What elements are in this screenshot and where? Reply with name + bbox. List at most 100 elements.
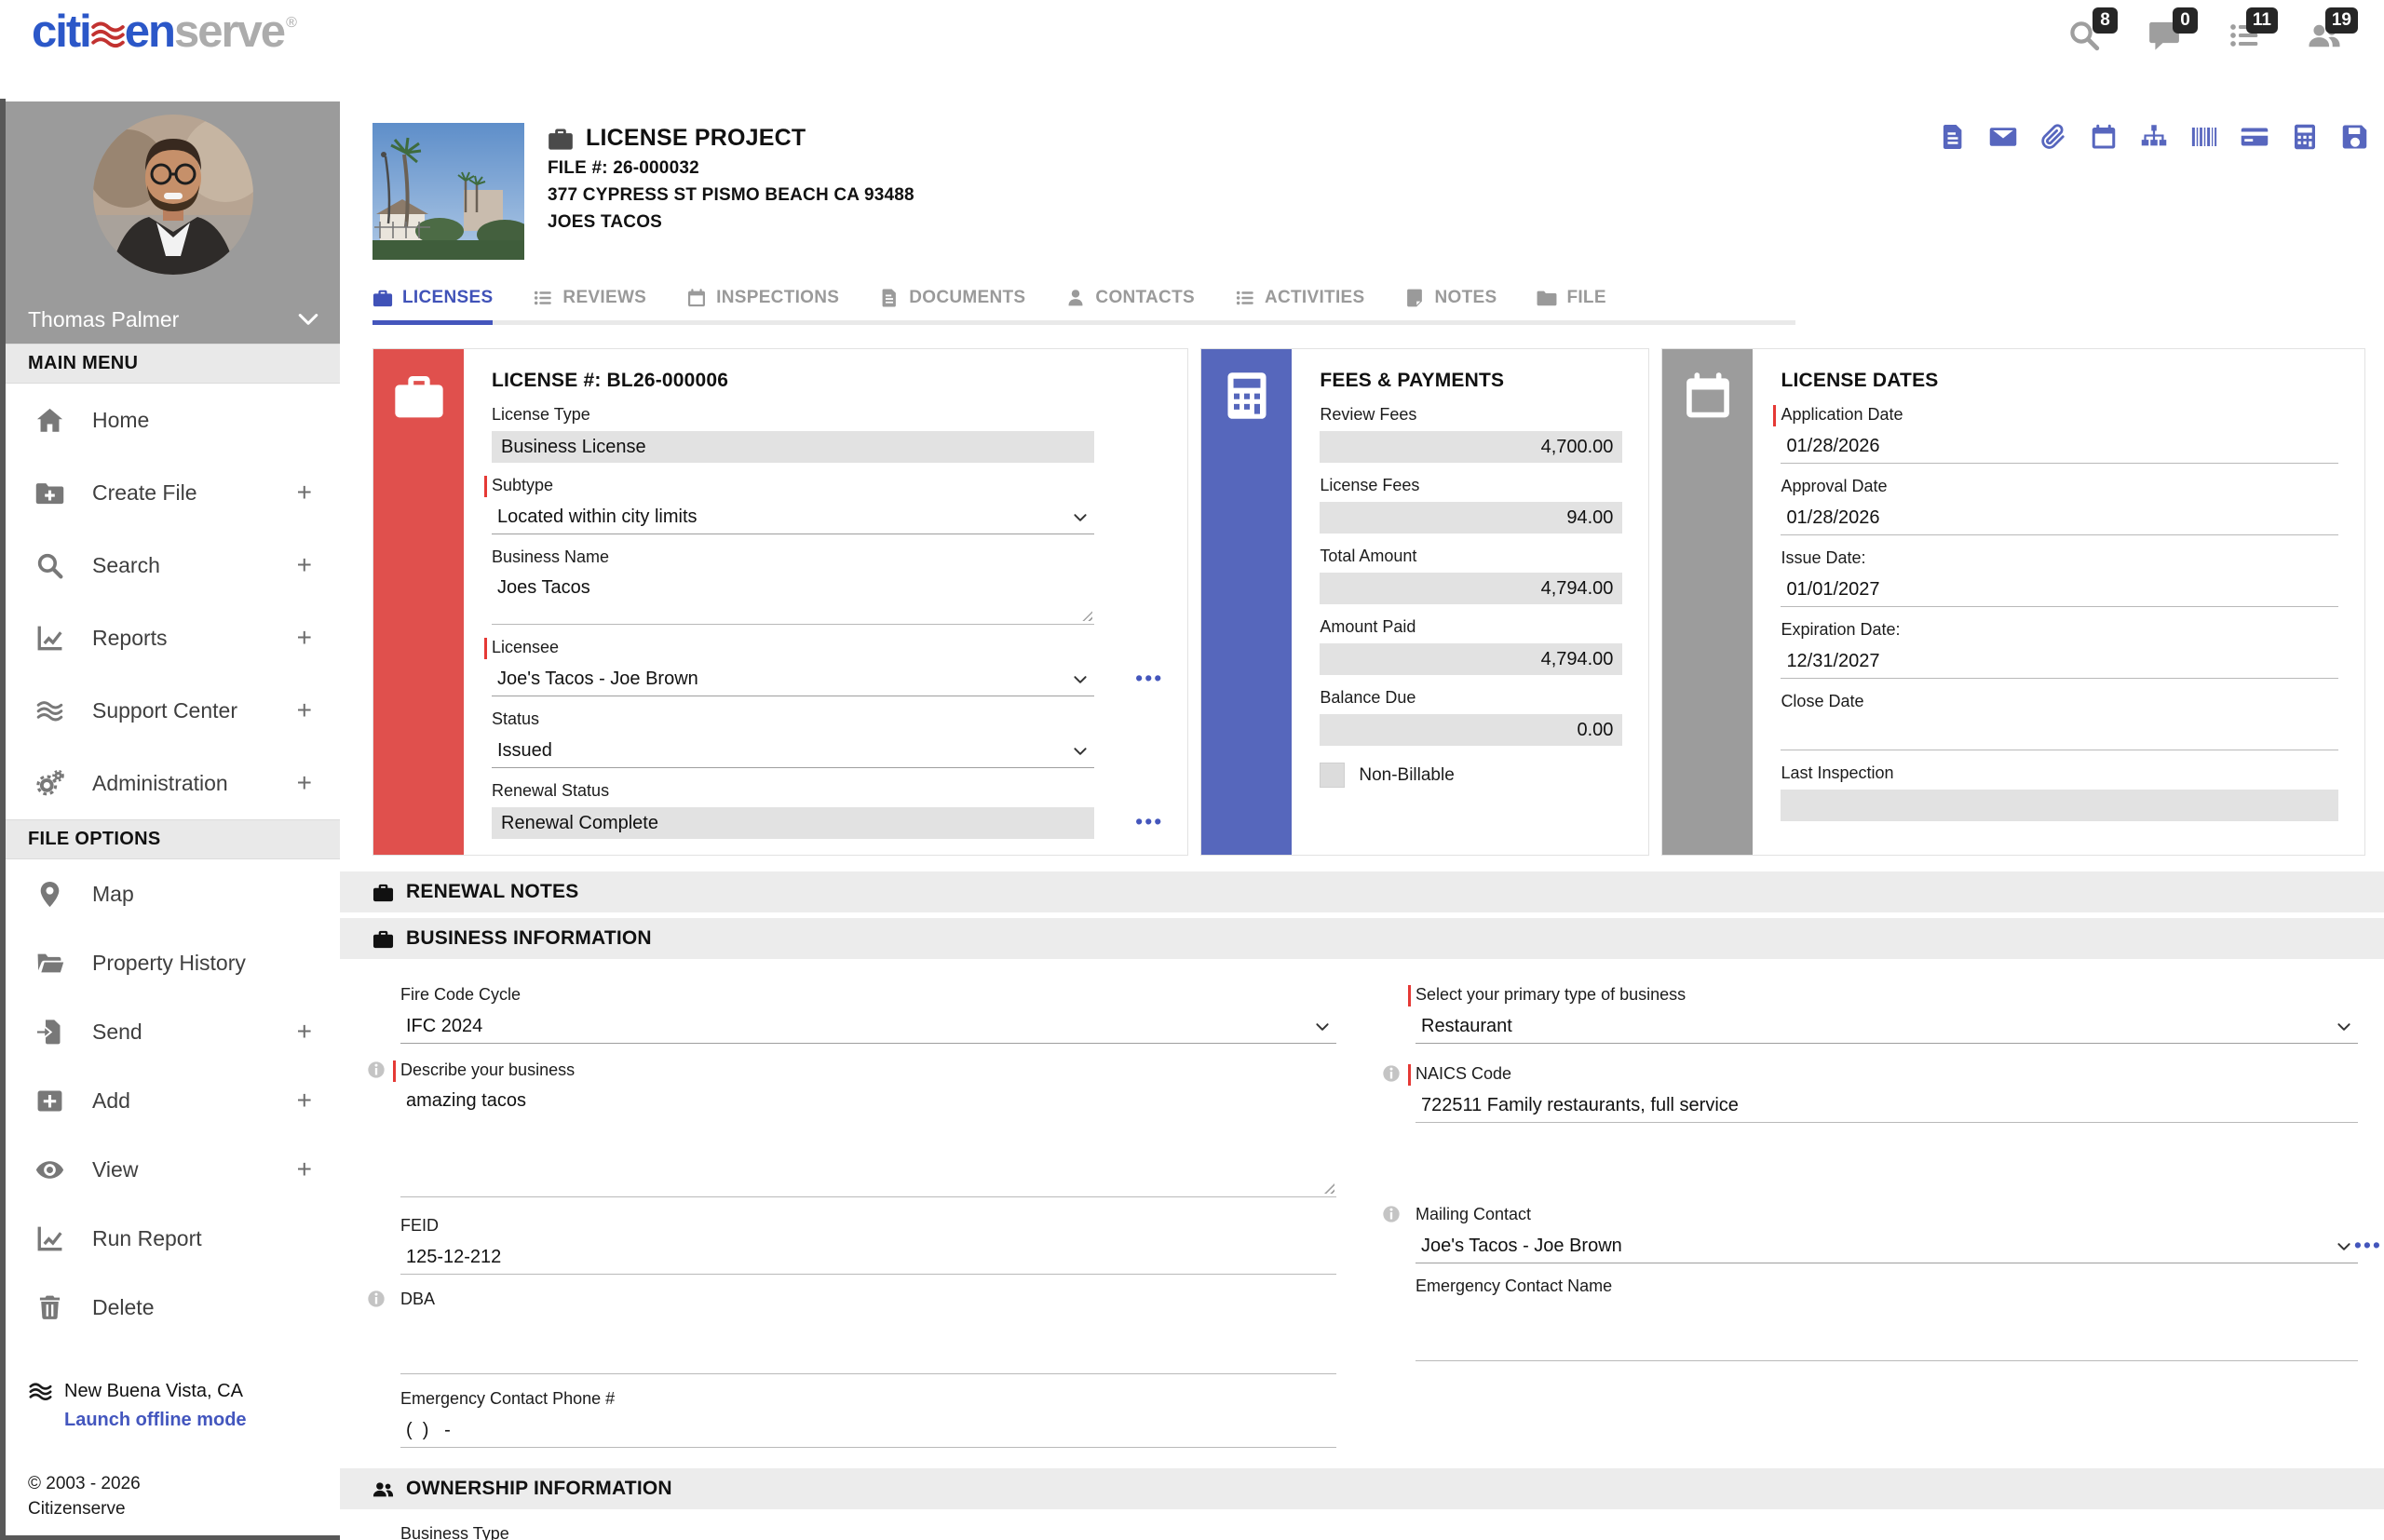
avatar[interactable]: [92, 115, 253, 275]
info-icon[interactable]: [1382, 1064, 1401, 1083]
tab-contacts[interactable]: CONTACTS: [1065, 288, 1195, 320]
fire-code-cycle-select[interactable]: IFC 2024: [400, 1010, 1336, 1044]
file-export-icon: [35, 1018, 64, 1047]
tab-inspections[interactable]: INSPECTIONS: [686, 288, 839, 320]
chevron-down-icon: [1314, 1019, 1331, 1035]
main-content: LICENSE PROJECT FILE #: 26-000032 377 CY…: [340, 99, 2384, 1540]
document-icon[interactable]: [1939, 123, 1967, 151]
credit-card-icon[interactable]: [2241, 123, 2269, 151]
expand-plus[interactable]: +: [296, 550, 312, 579]
tab-documents[interactable]: DOCUMENTS: [879, 288, 1025, 320]
business-name-textarea[interactable]: Joes Tacos: [492, 573, 1095, 625]
project-business-name: JOES TACOS: [548, 212, 663, 232]
tasks-badge: 11: [2245, 7, 2278, 34]
organization-name: New Buena Vista, CA: [64, 1381, 243, 1401]
info-icon[interactable]: [367, 1060, 386, 1079]
close-date-input[interactable]: [1781, 717, 2338, 750]
calculator-icon[interactable]: [2291, 123, 2319, 151]
expand-plus[interactable]: +: [296, 768, 312, 797]
info-icon[interactable]: [1382, 1205, 1401, 1223]
expand-plus[interactable]: +: [296, 1155, 312, 1183]
describe-business-textarea[interactable]: amazing tacos: [400, 1086, 1336, 1197]
property-photo-thumbnail[interactable]: [372, 123, 524, 260]
non-billable-checkbox[interactable]: [1320, 763, 1346, 788]
sidebar-item-home[interactable]: Home: [6, 384, 340, 456]
review-fees-label: Review Fees: [1320, 405, 1417, 424]
sidebar-item-search[interactable]: Search +: [6, 529, 340, 601]
tab-activities[interactable]: ACTIVITIES: [1235, 288, 1365, 320]
tab-file[interactable]: FILE: [1537, 288, 1606, 320]
envelope-icon[interactable]: [1989, 123, 2017, 151]
expand-plus[interactable]: +: [296, 1017, 312, 1046]
info-icon[interactable]: [367, 1290, 386, 1308]
save-icon[interactable]: [2341, 123, 2369, 151]
sidebar-item-support-center[interactable]: Support Center +: [6, 674, 340, 747]
licensee-select[interactable]: Joe's Tacos - Joe Brown: [492, 663, 1095, 696]
header-notification-icons: 8 0 11 19: [2067, 7, 2358, 54]
sidebar-item-map[interactable]: Map: [6, 859, 340, 928]
tasks-button[interactable]: 11: [2228, 7, 2278, 54]
renewal-status-more-button[interactable]: •••: [1135, 809, 1164, 833]
expand-plus[interactable]: +: [296, 696, 312, 724]
sidebar-item-label: Reports: [92, 625, 168, 650]
business-information-section[interactable]: BUSINESS INFORMATION: [340, 918, 2384, 959]
application-date-input[interactable]: 01/28/2026: [1781, 430, 2338, 464]
tab-notes[interactable]: NOTES: [1404, 288, 1497, 320]
renewal-notes-section[interactable]: RENEWAL NOTES: [340, 871, 2384, 912]
expand-plus[interactable]: +: [296, 623, 312, 652]
sidebar-item-add[interactable]: Add +: [6, 1066, 340, 1135]
ownership-information-section[interactable]: OWNERSHIP INFORMATION: [340, 1468, 2384, 1509]
approval-date-input[interactable]: 01/28/2026: [1781, 502, 2338, 535]
mailing-contact-more-button[interactable]: •••: [2353, 1233, 2382, 1257]
sidebar-item-run-report[interactable]: Run Report: [6, 1204, 340, 1273]
sidebar-item-property-history[interactable]: Property History: [6, 928, 340, 997]
sidebar-item-administration[interactable]: Administration +: [6, 747, 340, 819]
expand-plus[interactable]: +: [296, 1086, 312, 1114]
expand-plus[interactable]: +: [296, 478, 312, 507]
sidebar-item-create-file[interactable]: Create File +: [6, 456, 340, 529]
barcode-icon[interactable]: [2190, 123, 2218, 151]
tab-label: CONTACTS: [1095, 288, 1195, 307]
summary-cards: LICENSE #: BL26-000006 License Type Busi…: [372, 348, 2365, 856]
user-menu[interactable]: Thomas Palmer: [28, 306, 321, 332]
sidebar-item-reports[interactable]: Reports +: [6, 601, 340, 674]
sidebar-item-delete[interactable]: Delete: [6, 1273, 340, 1342]
dba-input[interactable]: [400, 1315, 1336, 1374]
project-address: 377 CYPRESS ST PISMO BEACH CA 93488: [548, 185, 914, 205]
licensee-more-button[interactable]: •••: [1135, 666, 1164, 690]
license-type-label: License Type: [492, 405, 590, 424]
person-icon: [1065, 288, 1086, 308]
calendar-icon: [1682, 370, 1734, 422]
primary-business-type-select[interactable]: Restaurant: [1416, 1010, 2358, 1044]
dba-label: DBA: [400, 1290, 435, 1309]
feid-input[interactable]: 125-12-212: [400, 1241, 1336, 1275]
naics-code-input[interactable]: 722511 Family restaurants, full service: [1416, 1089, 2358, 1123]
status-select[interactable]: Issued: [492, 735, 1095, 768]
emergency-phone-input[interactable]: ( ) -: [400, 1414, 1336, 1448]
sidebar-item-send[interactable]: Send +: [6, 997, 340, 1066]
sitemap-icon[interactable]: [2140, 123, 2168, 151]
logo-z-wave-icon: [89, 14, 127, 55]
tab-reviews[interactable]: REVIEWS: [533, 288, 646, 320]
emergency-name-input[interactable]: [1416, 1302, 2358, 1361]
sidebar-item-view[interactable]: View +: [6, 1135, 340, 1204]
paperclip-icon[interactable]: [2039, 123, 2067, 151]
issue-date-input[interactable]: 01/01/2027: [1781, 574, 2338, 607]
section-title: BUSINESS INFORMATION: [406, 927, 652, 949]
tab-licenses[interactable]: LICENSES: [372, 288, 494, 325]
global-search-button[interactable]: 8: [2067, 7, 2118, 54]
list-icon: [533, 288, 553, 308]
expiration-date-input[interactable]: 12/31/2027: [1781, 645, 2338, 679]
subtype-select[interactable]: Located within city limits: [492, 501, 1095, 534]
project-header: LICENSE PROJECT FILE #: 26-000032 377 CY…: [340, 99, 2384, 260]
citizenserve-logo[interactable]: citi en serve ®: [32, 6, 297, 58]
calendar-icon[interactable]: [2090, 123, 2118, 151]
status-label: Status: [492, 709, 540, 728]
fees-card: FEES & PAYMENTS Review Fees 4,700.00 Lic…: [1200, 348, 1650, 856]
messages-button[interactable]: 0: [2147, 7, 2198, 54]
users-button[interactable]: 19: [2308, 7, 2358, 54]
mailing-contact-select[interactable]: Joe's Tacos - Joe Brown: [1416, 1230, 2358, 1263]
launch-offline-mode-link[interactable]: Launch offline mode: [64, 1410, 247, 1430]
tab-label: LICENSES: [402, 288, 494, 307]
